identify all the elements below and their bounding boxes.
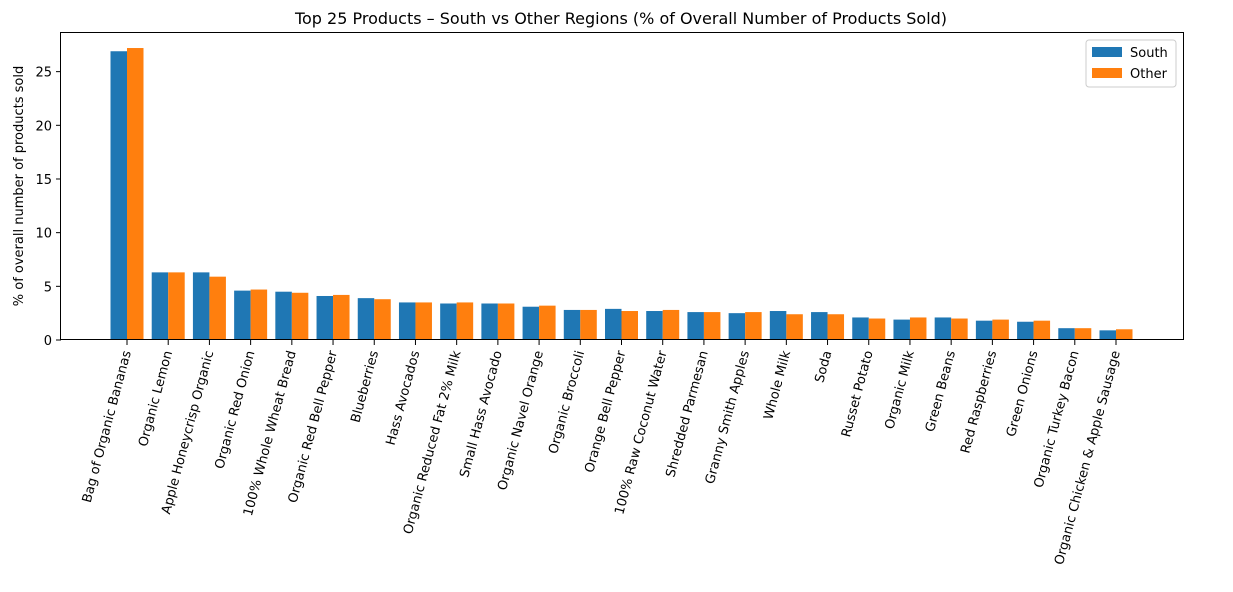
x-tick-label: Small Hass Avocado <box>457 349 505 479</box>
bar-other-16 <box>786 314 803 340</box>
bar-south-2 <box>192 272 210 340</box>
bar-south-20 <box>934 317 952 340</box>
y-tick-label: 0 <box>44 334 52 349</box>
y-tick-label: 25 <box>35 66 52 81</box>
x-tick-label: Russet Potato <box>839 349 877 439</box>
y-tick-label: 20 <box>35 119 52 134</box>
bar-other-10 <box>539 305 556 340</box>
bar-south-24 <box>1099 330 1116 340</box>
x-tick-label: Organic Turkey Bacon <box>1032 349 1083 489</box>
bar-other-1 <box>168 272 185 340</box>
bar-other-8 <box>456 302 474 340</box>
bar-south-13 <box>646 311 663 340</box>
bar-south-12 <box>605 308 622 340</box>
bar-south-16 <box>769 311 787 340</box>
bar-other-12 <box>621 311 638 340</box>
bar-south-15 <box>728 313 746 340</box>
y-axis-ticks: 0 5 10 15 20 25 <box>35 66 61 349</box>
bar-south-7 <box>398 302 416 340</box>
y-tick-label: 5 <box>44 280 52 295</box>
bar-other-7 <box>415 302 432 340</box>
bar-other-24 <box>1116 329 1133 340</box>
bar-south-23 <box>1058 328 1075 340</box>
x-tick-label: Whole Milk <box>761 349 794 422</box>
bar-south-17 <box>811 312 828 340</box>
bar-other-6 <box>374 299 391 340</box>
bar-south-22 <box>1017 321 1034 340</box>
legend-label-south: South <box>1130 46 1168 61</box>
bar-other-11 <box>580 309 597 340</box>
bar-other-23 <box>1074 328 1092 340</box>
x-tick-label: Green Onions <box>1004 349 1041 439</box>
x-tick-label: Blueberries <box>349 349 383 424</box>
bar-south-5 <box>316 295 334 340</box>
legend-label-other: Other <box>1130 67 1168 82</box>
bar-south-10 <box>522 306 540 340</box>
plot-frame <box>60 32 1184 340</box>
bar-other-13 <box>662 309 680 340</box>
x-tick-label: Soda <box>813 349 836 384</box>
bar-south-18 <box>852 317 869 340</box>
x-tick-label: Red Raspberries <box>958 349 1000 455</box>
bar-other-14 <box>703 312 721 340</box>
legend-swatch-south <box>1092 47 1122 57</box>
x-tick-label: Hass Avocados <box>384 349 424 447</box>
bar-south-4 <box>275 291 292 340</box>
bar-other-20 <box>951 318 968 340</box>
bar-other-17 <box>827 314 845 340</box>
x-tick-label: Orange Bell Pepper <box>582 349 629 475</box>
bar-other-3 <box>250 289 268 340</box>
bars-group <box>110 48 1133 340</box>
x-tick-label: Organic Lemon <box>136 349 176 448</box>
bar-other-21 <box>992 319 1009 340</box>
legend-swatch-other <box>1092 68 1122 78</box>
x-tick-label: Organic Broccoli <box>546 349 588 455</box>
bar-south-1 <box>151 272 169 340</box>
bar-other-2 <box>209 276 226 340</box>
y-axis-label: % of overall number of products sold <box>12 66 27 307</box>
bar-other-18 <box>868 318 886 340</box>
bar-other-9 <box>497 303 515 340</box>
bar-south-8 <box>440 303 457 340</box>
bar-other-19 <box>909 317 927 340</box>
x-tick-label: Organic Milk <box>882 349 917 431</box>
y-tick-label: 15 <box>35 173 52 188</box>
x-axis-ticks: Bag of Organic Bananas Organic LemonApple… <box>80 340 1124 567</box>
bar-other-15 <box>745 312 762 340</box>
bar-south-0 <box>110 51 127 340</box>
bar-south-21 <box>975 320 993 340</box>
bar-other-4 <box>291 292 309 340</box>
bar-south-19 <box>893 319 910 340</box>
bar-south-9 <box>481 303 498 340</box>
x-tick-label: Organic Red Onion <box>212 349 258 471</box>
x-tick-label: Granny Smith Apples <box>703 349 753 486</box>
x-tick-label: Green Beans <box>923 349 959 434</box>
bar-south-11 <box>563 309 581 340</box>
legend: South Other <box>1085 39 1177 88</box>
bar-south-3 <box>234 290 251 340</box>
x-tick-label: Organic Navel Orange <box>495 349 547 492</box>
bar-south-6 <box>357 298 375 340</box>
bar-south-14 <box>687 312 704 340</box>
bar-other-22 <box>1033 320 1051 340</box>
x-tick-label: Bag of Organic Bananas <box>80 349 135 504</box>
chart-title: Top 25 Products – South vs Other Regions… <box>294 9 947 28</box>
y-tick-label: 10 <box>35 227 52 242</box>
bar-other-5 <box>333 294 350 340</box>
bar-other-0 <box>127 48 144 340</box>
x-tick-label: Shredded Parmesan <box>664 349 712 479</box>
